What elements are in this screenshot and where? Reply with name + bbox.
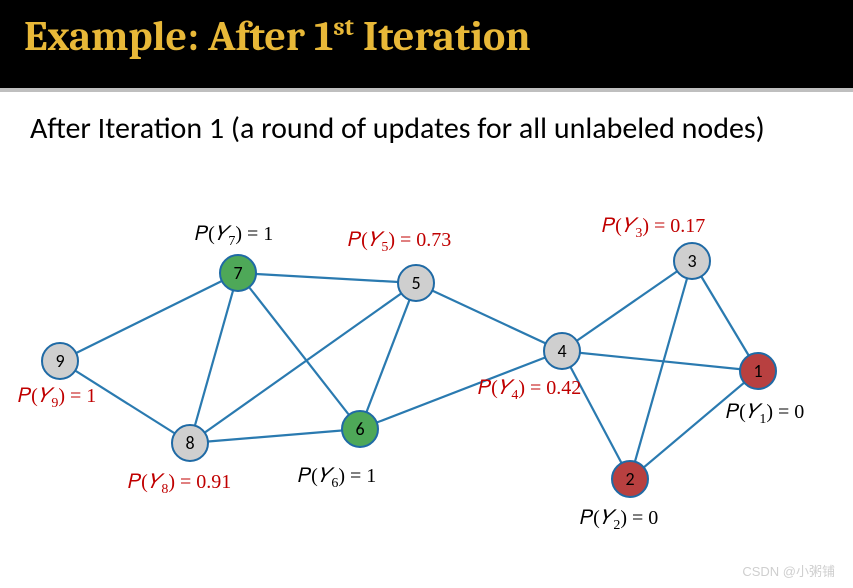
prob-label-5: 𝑃(𝑌5) = 0.73	[348, 229, 451, 256]
graph: 1 2 3 4 5 6 7 8 9 𝑃(𝑌9) = 1 𝑃(𝑌8) = 0.91 𝑃(𝑌7) = 1…	[0, 200, 853, 560]
title-bar: Example: After 1st Iteration	[0, 0, 853, 92]
prob-label-2: 𝑃(𝑌2) = 0	[580, 507, 658, 534]
edge	[630, 261, 692, 479]
edge	[190, 429, 360, 443]
watermark: CSDN @小粥铺	[742, 561, 835, 580]
node-4: 4	[543, 332, 581, 370]
edge	[360, 283, 416, 429]
node-9: 9	[41, 342, 79, 380]
edge	[238, 273, 360, 429]
slide: Example: After 1st Iteration After Itera…	[0, 0, 853, 588]
node-6: 6	[341, 410, 379, 448]
slide-title: Example: After 1st Iteration	[24, 12, 829, 61]
node-2: 2	[611, 460, 649, 498]
prob-label-4: 𝑃(𝑌4) = 0.42	[478, 377, 581, 404]
node-3: 3	[673, 242, 711, 280]
edge	[190, 283, 416, 443]
edge	[190, 273, 238, 443]
edge	[562, 351, 630, 479]
node-5: 5	[397, 264, 435, 302]
node-7: 7	[219, 254, 257, 292]
prob-label-8: 𝑃(𝑌8) = 0.91	[128, 471, 231, 498]
prob-label-3: 𝑃(𝑌3) = 0.17	[602, 215, 705, 242]
edge	[416, 283, 562, 351]
edge	[562, 261, 692, 351]
title-superscript: st	[333, 13, 353, 42]
prob-label-9: 𝑃(𝑌9) = 1	[18, 385, 96, 412]
edge	[562, 351, 758, 371]
prob-label-7: 𝑃(𝑌7) = 1	[195, 223, 273, 250]
edge	[60, 273, 238, 361]
prob-label-6: 𝑃(𝑌6) = 1	[298, 465, 376, 492]
title-prefix: Example: After 1	[24, 12, 333, 61]
edge	[238, 273, 416, 283]
title-suffix: Iteration	[354, 12, 531, 61]
body-text: After Iteration 1 (a round of updates fo…	[30, 110, 823, 148]
prob-label-1: 𝑃(𝑌1) = 0	[726, 401, 804, 428]
node-8: 8	[171, 424, 209, 462]
node-1: 1	[739, 352, 777, 390]
